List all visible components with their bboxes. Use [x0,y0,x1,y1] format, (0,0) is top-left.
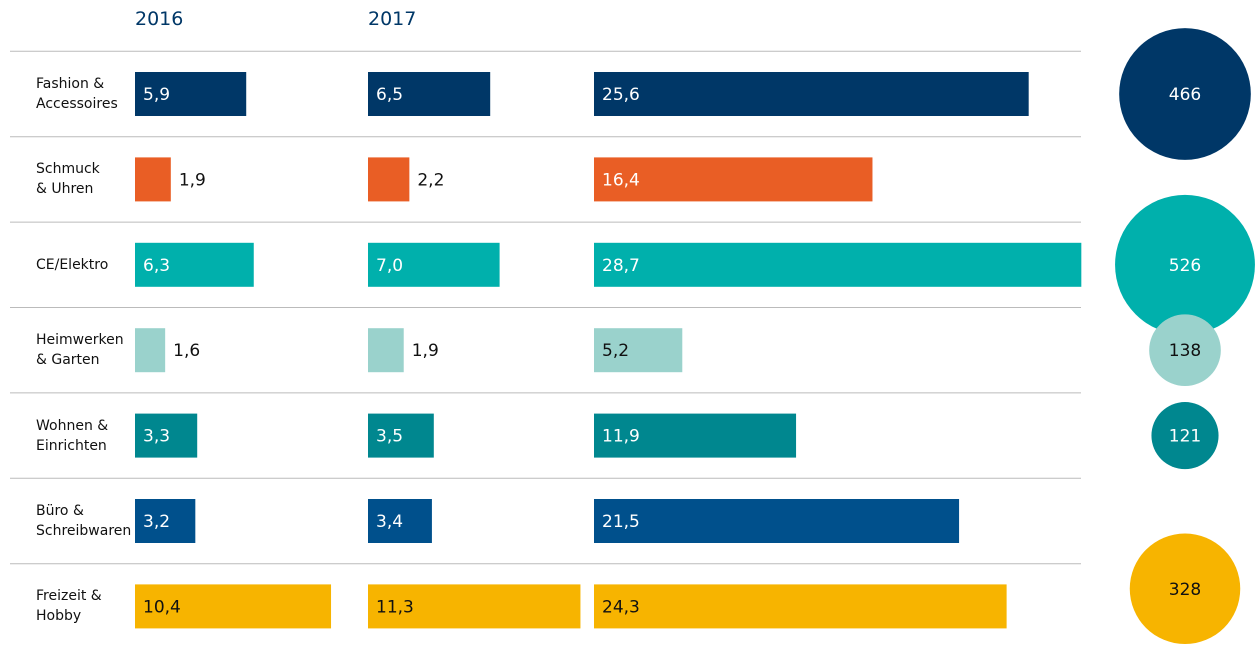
bubble [1151,402,1219,470]
bar [368,242,500,287]
value-label: 24,3 [602,597,640,617]
bar [594,242,1082,287]
value-label: 28,7 [602,256,640,276]
value-label: 6,5 [376,85,403,105]
panel-header: 2016 [135,8,184,30]
bubble [1129,533,1241,644]
bar [368,157,410,202]
bubble [1119,28,1251,160]
bubble-label: 328 [1169,580,1201,600]
value-label: 3,2 [143,512,170,532]
bubble [1115,194,1255,335]
category-label: CE/Elektro [36,256,109,273]
bar [368,413,434,458]
bar [368,72,491,116]
value-label: 3,4 [376,512,403,532]
value-label: 2,2 [417,170,444,190]
category-label: Schmuck & Uhren [36,161,100,198]
category-label: Büro & Schreibwaren [36,503,132,539]
value-label: 1,9 [412,341,439,361]
value-label: 1,6 [173,341,200,361]
bar [135,499,196,543]
value-label: 21,5 [602,512,640,532]
bubble [1149,314,1221,387]
category-label: Freizeit & Hobby [36,588,102,625]
value-label: 10,4 [143,597,181,617]
bar [368,499,432,543]
value-label: 1,9 [179,170,206,190]
value-label: 6,3 [143,256,170,276]
bubble-label: 466 [1169,85,1201,105]
bubble-label: 138 [1169,341,1201,361]
bar [594,328,683,373]
bar [594,499,960,543]
bar [135,72,247,116]
bar [135,242,254,287]
value-label: 25,6 [602,85,640,105]
value-label: 3,5 [376,427,403,447]
bar [368,328,404,373]
value-label: 11,9 [602,427,640,447]
category-label: Wohnen & Einrichten [36,417,109,454]
value-label: 7,0 [376,256,403,276]
bar [135,328,166,373]
bar [594,72,1029,116]
bar [135,413,198,458]
bubble-label: 121 [1169,427,1201,447]
value-label: 16,4 [602,170,640,190]
bar [594,157,873,202]
bubble-label: 526 [1169,256,1201,276]
bar [135,584,332,629]
bar [594,413,797,458]
bar [594,584,1007,629]
panel-header: 2017 [368,8,417,30]
category-label: Heimwerken & Garten [36,332,124,369]
value-label: 5,9 [143,85,170,105]
value-label: 3,3 [143,427,170,447]
bar [135,157,171,202]
bar [368,584,581,629]
value-label: 11,3 [376,597,414,617]
category-label: Fashion & Accessoires [36,76,118,112]
value-label: 5,2 [602,341,629,361]
